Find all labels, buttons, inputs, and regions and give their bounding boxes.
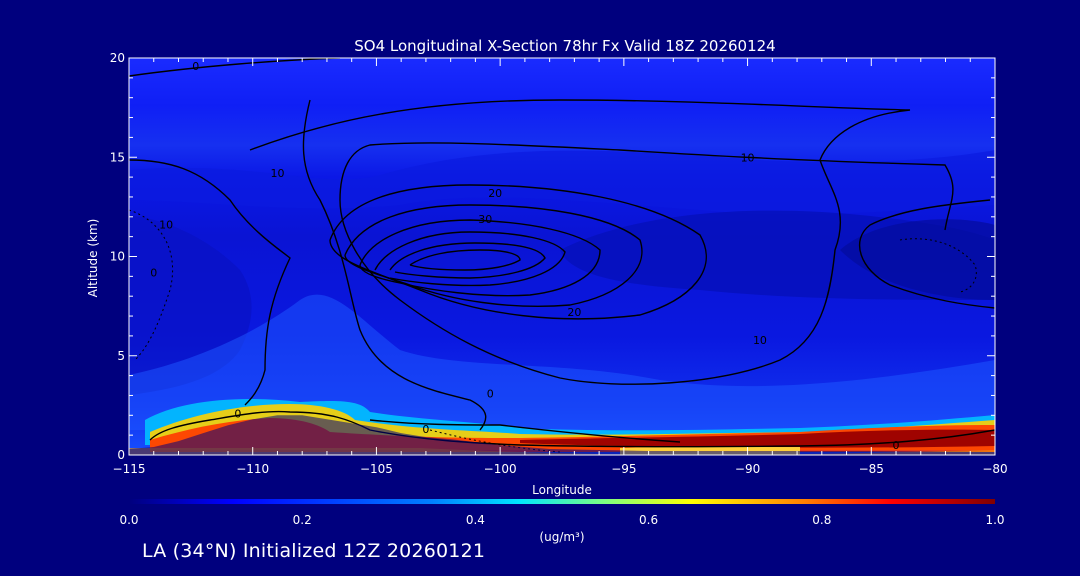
- contour-line: [389, 242, 546, 279]
- contour-label: 30: [478, 213, 492, 226]
- contour-label: 0: [192, 60, 199, 73]
- contour-lines: [129, 58, 995, 448]
- x-tick-label: −105: [360, 462, 393, 476]
- contour-line: [249, 99, 954, 385]
- contour-line: [129, 159, 291, 406]
- y-tick-label: 10: [110, 250, 125, 264]
- contour-label: 10: [159, 219, 173, 232]
- y-tick-label: 5: [117, 349, 125, 363]
- x-tick-label: −80: [982, 462, 1007, 476]
- contour-line: [359, 219, 601, 297]
- colorbar-unit-label: (ug/m³): [539, 530, 584, 544]
- colorbar: [129, 499, 995, 504]
- field-layer-darkest-east: [840, 219, 995, 300]
- colorbar-ticks: 0.0 0.2 0.4 0.6 0.8 1.0: [119, 513, 1004, 527]
- contour-label: 0: [150, 266, 157, 279]
- contour-label: 10: [270, 167, 284, 180]
- contour-label: 0: [893, 439, 900, 452]
- y-axis-label: Altitude (km): [86, 219, 100, 298]
- x-tick-label: −85: [859, 462, 884, 476]
- x-axis: −115 −110 −105 −100 −95 −90 −85 −80: [113, 58, 1008, 476]
- colorbar-tick-label: 0.0: [119, 513, 138, 527]
- x-tick-label: −115: [113, 462, 146, 476]
- colorbar-tick-label: 0.4: [466, 513, 485, 527]
- contour-label: 10: [753, 334, 767, 347]
- x-tick-label: −90: [735, 462, 760, 476]
- field-layer-lower: [129, 294, 995, 430]
- contour-label: 10: [741, 151, 755, 164]
- plot-area: 0 10 10 20 30 20 10 0 0 0 0 10 0: [129, 58, 995, 455]
- contour-line: [409, 249, 521, 271]
- colorbar-tick-label: 0.8: [812, 513, 831, 527]
- colorbar-tick-label: 0.6: [639, 513, 658, 527]
- colorbar-tick-label: 0.2: [293, 513, 312, 527]
- field-layer-upper: [129, 150, 995, 215]
- contour-line: [369, 419, 681, 443]
- contour-line: [329, 184, 707, 320]
- y-tick-label: 15: [110, 150, 125, 164]
- contour-line: [129, 58, 341, 77]
- contour-label: 0: [234, 407, 241, 420]
- x-tick-label: −110: [236, 462, 269, 476]
- colorbar-tick-label: 1.0: [985, 513, 1004, 527]
- y-tick-label: 20: [110, 51, 125, 65]
- contour-label: 20: [488, 187, 502, 200]
- contour-label: 0: [487, 387, 494, 400]
- contour-line: [302, 99, 487, 431]
- y-axis: 0 5 10 15 20: [110, 51, 995, 462]
- contour-label: 0: [422, 423, 429, 436]
- chart-title: SO4 Longitudinal X-Section 78hr Fx Valid…: [354, 37, 775, 55]
- x-axis-label: Longitude: [532, 483, 592, 497]
- location-label: LA (34°N) Initialized 12Z 20260121: [142, 540, 486, 562]
- x-tick-label: −95: [611, 462, 636, 476]
- x-tick-label: −100: [484, 462, 517, 476]
- contour-label: 20: [567, 306, 581, 319]
- contour-line: [374, 231, 566, 287]
- contour-line: [859, 199, 995, 309]
- terrain: [129, 415, 995, 455]
- y-tick-label: 0: [117, 448, 125, 462]
- contour-labels: 0 10 10 20 30 20 10 0 0 0 0 10 0: [150, 60, 899, 452]
- contour-line-dashed: [129, 209, 174, 361]
